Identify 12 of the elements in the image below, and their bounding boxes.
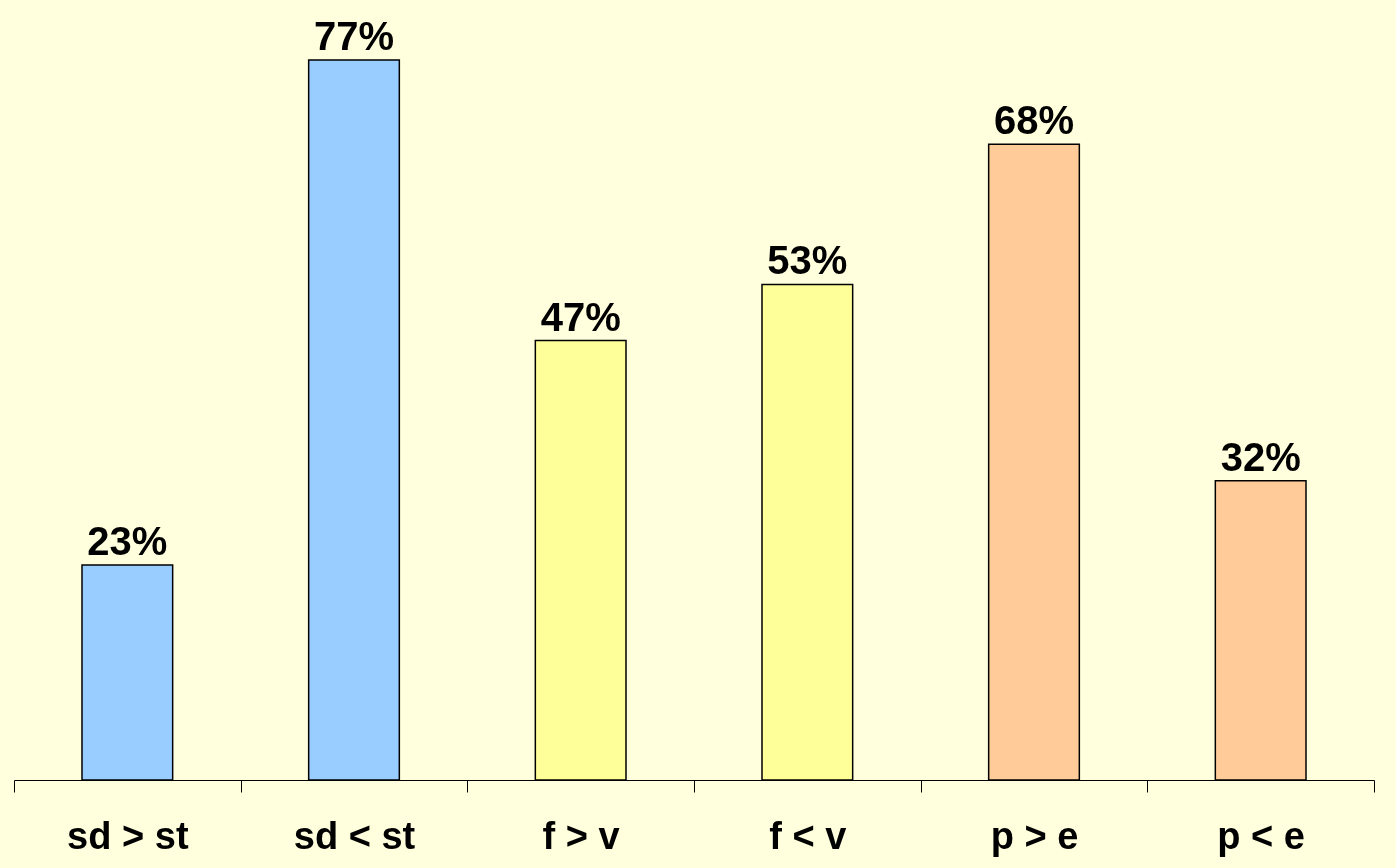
- x-tick-label: p > e: [990, 814, 1079, 857]
- data-label: 32%: [1220, 434, 1301, 479]
- x-tick-label: f < v: [769, 814, 847, 857]
- data-label: 77%: [313, 14, 395, 58]
- data-label: 53%: [767, 238, 848, 283]
- x-tick-label: sd < st: [293, 814, 416, 857]
- x-tick-label: f > v: [542, 814, 620, 857]
- data-label: 68%: [993, 98, 1075, 143]
- data-label: 47%: [540, 294, 621, 339]
- x-tick-label: p < e: [1217, 814, 1305, 857]
- data-label: 23%: [87, 518, 168, 563]
- x-tick-label: sd > st: [67, 814, 189, 857]
